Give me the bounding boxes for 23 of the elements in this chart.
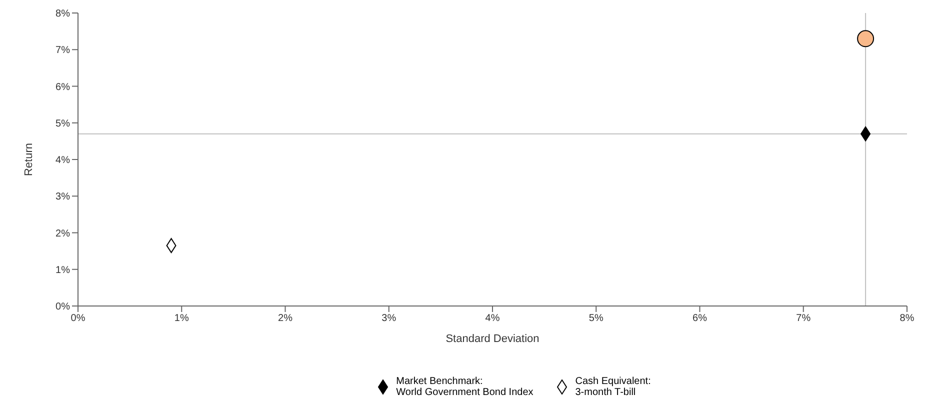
- y-tick-label: 4%: [56, 155, 70, 166]
- y-tick-label: 7%: [56, 45, 70, 56]
- y-tick-label: 2%: [56, 228, 70, 240]
- x-tick-label: 4%: [485, 313, 500, 324]
- x-tick-label: 7%: [796, 313, 811, 324]
- x-tick-label: 6%: [692, 313, 708, 324]
- x-axis-title: Standard Deviation: [446, 333, 540, 345]
- y-tick-label: 8%: [56, 8, 70, 20]
- x-tick-label: 5%: [588, 313, 604, 324]
- legend-label: Cash Equivalent: 3-month T-bill: [575, 376, 651, 398]
- y-tick-label: 3%: [56, 192, 70, 203]
- point: [857, 30, 874, 48]
- x-tick-label: 3%: [382, 313, 396, 324]
- x-tick-label: 8%: [900, 313, 914, 324]
- x-tick-label: 0%: [70, 313, 86, 324]
- y-tick-label: 0%: [56, 302, 70, 313]
- y-tick-label: 1%: [56, 264, 70, 276]
- x-tick-label: 2%: [278, 313, 293, 324]
- y-tick-label: 5%: [56, 118, 70, 130]
- y-axis-title: Return: [22, 142, 35, 176]
- legend-label: Market Benchmark: World Government Bond Index: [396, 376, 534, 398]
- x-tick-label: 1%: [174, 313, 189, 324]
- y-tick-label: 6%: [56, 82, 70, 93]
